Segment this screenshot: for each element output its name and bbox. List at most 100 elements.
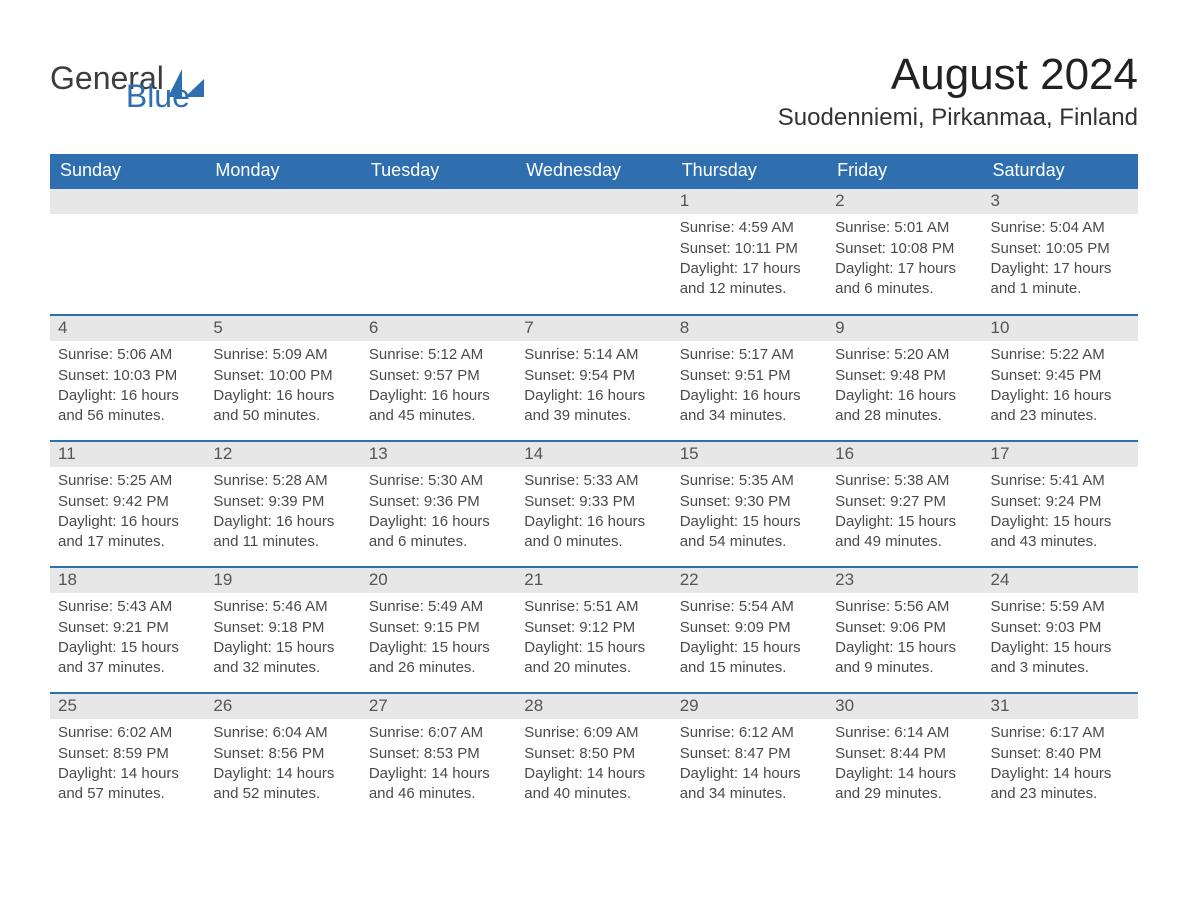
- day-number: 31: [983, 694, 1138, 719]
- sunset-line: Sunset: 9:24 PM: [991, 492, 1130, 512]
- daylight-line: Daylight: 17 hours and 1 minute.: [991, 259, 1130, 300]
- day-number: 4: [50, 316, 205, 341]
- day-number: 11: [50, 442, 205, 467]
- day-number: 21: [516, 568, 671, 593]
- day-details: Sunrise: 5:14 AMSunset: 9:54 PMDaylight:…: [516, 341, 671, 432]
- day-number: 6: [361, 316, 516, 341]
- sunrise-line: Sunrise: 5:59 AM: [991, 597, 1130, 617]
- daylight-line: Daylight: 16 hours and 39 minutes.: [524, 386, 663, 427]
- day-number: 17: [983, 442, 1138, 467]
- weekday-header: Friday: [827, 154, 982, 189]
- calendar-cell: 8Sunrise: 5:17 AMSunset: 9:51 PMDaylight…: [672, 315, 827, 441]
- daylight-line: Daylight: 17 hours and 12 minutes.: [680, 259, 819, 300]
- day-details: Sunrise: 6:07 AMSunset: 8:53 PMDaylight:…: [361, 719, 516, 810]
- sunset-line: Sunset: 10:11 PM: [680, 239, 819, 259]
- calendar-cell: 28Sunrise: 6:09 AMSunset: 8:50 PMDayligh…: [516, 693, 671, 819]
- sunset-line: Sunset: 8:40 PM: [991, 744, 1130, 764]
- daylight-line: Daylight: 16 hours and 11 minutes.: [213, 512, 352, 553]
- sunrise-line: Sunrise: 6:02 AM: [58, 723, 197, 743]
- day-details: Sunrise: 5:38 AMSunset: 9:27 PMDaylight:…: [827, 467, 982, 558]
- daylight-line: Daylight: 14 hours and 29 minutes.: [835, 764, 974, 805]
- day-details: Sunrise: 6:17 AMSunset: 8:40 PMDaylight:…: [983, 719, 1138, 810]
- day-number: 23: [827, 568, 982, 593]
- daylight-line: Daylight: 14 hours and 46 minutes.: [369, 764, 508, 805]
- calendar-cell: 22Sunrise: 5:54 AMSunset: 9:09 PMDayligh…: [672, 567, 827, 693]
- calendar-cell: 1Sunrise: 4:59 AMSunset: 10:11 PMDayligh…: [672, 189, 827, 315]
- day-number: 2: [827, 189, 982, 214]
- day-details: Sunrise: 5:30 AMSunset: 9:36 PMDaylight:…: [361, 467, 516, 558]
- daylight-line: Daylight: 16 hours and 28 minutes.: [835, 386, 974, 427]
- sunset-line: Sunset: 10:08 PM: [835, 239, 974, 259]
- calendar-cell: 29Sunrise: 6:12 AMSunset: 8:47 PMDayligh…: [672, 693, 827, 819]
- day-number: 14: [516, 442, 671, 467]
- day-number: 9: [827, 316, 982, 341]
- day-number: 1: [672, 189, 827, 214]
- calendar-cell: 27Sunrise: 6:07 AMSunset: 8:53 PMDayligh…: [361, 693, 516, 819]
- weekday-header: Monday: [205, 154, 360, 189]
- daylight-line: Daylight: 14 hours and 57 minutes.: [58, 764, 197, 805]
- calendar-cell: 6Sunrise: 5:12 AMSunset: 9:57 PMDaylight…: [361, 315, 516, 441]
- calendar-cell: 23Sunrise: 5:56 AMSunset: 9:06 PMDayligh…: [827, 567, 982, 693]
- day-number: 29: [672, 694, 827, 719]
- empty-day-header: [361, 189, 516, 214]
- sunset-line: Sunset: 9:09 PM: [680, 618, 819, 638]
- location-subtitle: Suodenniemi, Pirkanmaa, Finland: [778, 104, 1138, 132]
- sunset-line: Sunset: 8:44 PM: [835, 744, 974, 764]
- daylight-line: Daylight: 16 hours and 34 minutes.: [680, 386, 819, 427]
- calendar-cell: 2 Sunrise: 5:01 AMSunset: 10:08 PMDayligh…: [827, 189, 982, 315]
- day-details: Sunrise: 6:12 AMSunset: 8:47 PMDaylight:…: [672, 719, 827, 810]
- daylight-line: Daylight: 15 hours and 32 minutes.: [213, 638, 352, 679]
- sunrise-line: Sunrise: 5:30 AM: [369, 471, 508, 491]
- sunset-line: Sunset: 8:59 PM: [58, 744, 197, 764]
- sunrise-line: Sunrise: 5:41 AM: [991, 471, 1130, 491]
- sunrise-line: Sunrise: 5:43 AM: [58, 597, 197, 617]
- sunset-line: Sunset: 9:21 PM: [58, 618, 197, 638]
- sunset-line: Sunset: 8:56 PM: [213, 744, 352, 764]
- sunrise-line: Sunrise: 6:12 AM: [680, 723, 819, 743]
- sunrise-line: Sunrise: 5:46 AM: [213, 597, 352, 617]
- empty-day-header: [205, 189, 360, 214]
- daylight-line: Daylight: 15 hours and 20 minutes.: [524, 638, 663, 679]
- daylight-line: Daylight: 17 hours and 6 minutes.: [835, 259, 974, 300]
- daylight-line: Daylight: 15 hours and 26 minutes.: [369, 638, 508, 679]
- calendar-cell: [361, 189, 516, 315]
- calendar-cell: 17Sunrise: 5:41 AMSunset: 9:24 PMDayligh…: [983, 441, 1138, 567]
- sunset-line: Sunset: 9:27 PM: [835, 492, 974, 512]
- daylight-line: Daylight: 14 hours and 40 minutes.: [524, 764, 663, 805]
- calendar-cell: 21Sunrise: 5:51 AMSunset: 9:12 PMDayligh…: [516, 567, 671, 693]
- sunrise-line: Sunrise: 5:06 AM: [58, 345, 197, 365]
- calendar-cell: 25Sunrise: 6:02 AMSunset: 8:59 PMDayligh…: [50, 693, 205, 819]
- calendar-cell: 13Sunrise: 5:30 AMSunset: 9:36 PMDayligh…: [361, 441, 516, 567]
- weekday-header: Tuesday: [361, 154, 516, 189]
- day-details: Sunrise: 5:20 AMSunset: 9:48 PMDaylight:…: [827, 341, 982, 432]
- day-number: 22: [672, 568, 827, 593]
- day-number: 18: [50, 568, 205, 593]
- day-details: Sunrise: 5:51 AMSunset: 9:12 PMDaylight:…: [516, 593, 671, 684]
- daylight-line: Daylight: 16 hours and 17 minutes.: [58, 512, 197, 553]
- day-details: Sunrise: 6:02 AMSunset: 8:59 PMDaylight:…: [50, 719, 205, 810]
- day-details: Sunrise: 6:04 AMSunset: 8:56 PMDaylight:…: [205, 719, 360, 810]
- day-number: 24: [983, 568, 1138, 593]
- sunrise-line: Sunrise: 5:49 AM: [369, 597, 508, 617]
- day-details: Sunrise: 5:33 AMSunset: 9:33 PMDaylight:…: [516, 467, 671, 558]
- sunrise-line: Sunrise: 5:01 AM: [835, 218, 974, 238]
- sunrise-line: Sunrise: 6:17 AM: [991, 723, 1130, 743]
- daylight-line: Daylight: 16 hours and 6 minutes.: [369, 512, 508, 553]
- sunset-line: Sunset: 8:47 PM: [680, 744, 819, 764]
- sunrise-line: Sunrise: 5:35 AM: [680, 471, 819, 491]
- sunrise-line: Sunrise: 5:17 AM: [680, 345, 819, 365]
- weekday-header: Sunday: [50, 154, 205, 189]
- day-details: Sunrise: 5:35 AMSunset: 9:30 PMDaylight:…: [672, 467, 827, 558]
- sunrise-line: Sunrise: 5:33 AM: [524, 471, 663, 491]
- calendar-cell: 30Sunrise: 6:14 AMSunset: 8:44 PMDayligh…: [827, 693, 982, 819]
- sunset-line: Sunset: 9:15 PM: [369, 618, 508, 638]
- sunset-line: Sunset: 10:05 PM: [991, 239, 1130, 259]
- daylight-line: Daylight: 16 hours and 56 minutes.: [58, 386, 197, 427]
- day-number: 16: [827, 442, 982, 467]
- calendar-cell: 12Sunrise: 5:28 AMSunset: 9:39 PMDayligh…: [205, 441, 360, 567]
- sunset-line: Sunset: 9:12 PM: [524, 618, 663, 638]
- sunset-line: Sunset: 10:00 PM: [213, 366, 352, 386]
- calendar-cell: 4Sunrise: 5:06 AMSunset: 10:03 PMDayligh…: [50, 315, 205, 441]
- day-details: Sunrise: 6:09 AMSunset: 8:50 PMDaylight:…: [516, 719, 671, 810]
- day-number: 13: [361, 442, 516, 467]
